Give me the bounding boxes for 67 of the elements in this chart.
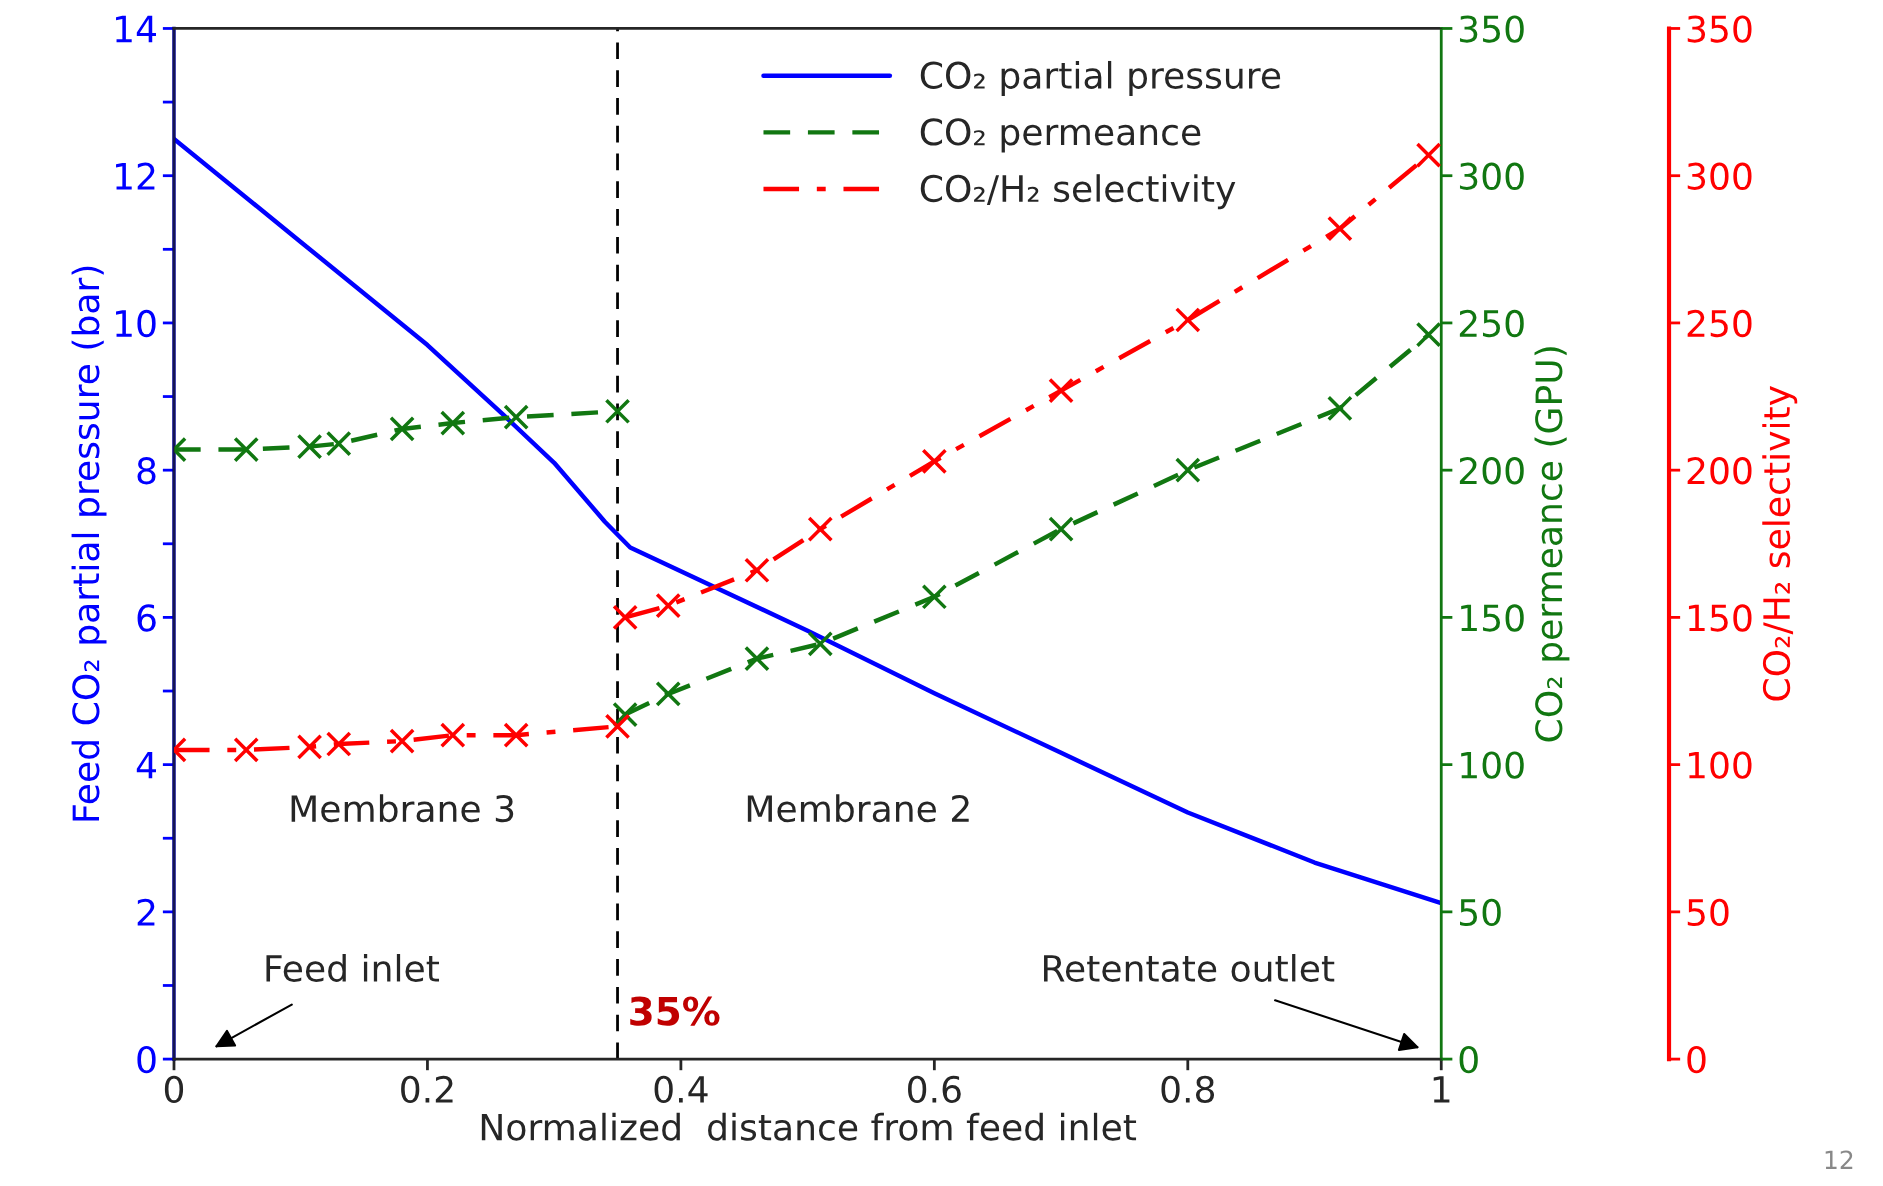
y3-tick-label: 250 bbox=[1687, 309, 1752, 338]
y3-tick-label: 150 bbox=[1688, 604, 1752, 632]
point bbox=[389, 416, 415, 442]
point bbox=[233, 737, 260, 763]
annotation: Feed inlet bbox=[266, 954, 440, 982]
point bbox=[612, 604, 638, 631]
point bbox=[1415, 321, 1442, 348]
x-tick-label: 0 bbox=[164, 1075, 184, 1104]
x-tick-label: 0.6 bbox=[908, 1075, 961, 1104]
point bbox=[389, 728, 415, 754]
y3-tick-label: 200 bbox=[1687, 457, 1752, 485]
x-axis-title: Normalized distance from feed inlet bbox=[481, 1112, 1137, 1141]
point bbox=[744, 557, 770, 584]
point bbox=[296, 734, 323, 760]
y-axis-title: Feed CO₂ partial pressure (bar) bbox=[71, 266, 107, 821]
annotation: Retentate outlet bbox=[1044, 954, 1335, 982]
point bbox=[503, 722, 529, 749]
y2-tick-label: 50 bbox=[1460, 898, 1501, 927]
legend-label: CO₂ permeance bbox=[920, 118, 1201, 153]
y2-tick-label: 0 bbox=[1459, 1046, 1478, 1074]
legend-label: CO₂ partial pressure bbox=[920, 60, 1281, 96]
x-tick-label: 0.4 bbox=[654, 1075, 708, 1104]
y3-tick-label: 300 bbox=[1687, 162, 1752, 190]
y2-axis-title: CO₂ permeance (GPU) bbox=[1534, 347, 1570, 742]
y-tick-label: 10 bbox=[116, 309, 156, 338]
y2-tick-label: 250 bbox=[1459, 309, 1524, 338]
point bbox=[655, 681, 682, 707]
ref-line-label: 35% bbox=[630, 996, 720, 1026]
y-tick-label: 14 bbox=[116, 15, 156, 43]
point bbox=[439, 410, 466, 436]
point bbox=[296, 433, 323, 460]
x-tick-label: 0.8 bbox=[1161, 1075, 1215, 1104]
point bbox=[604, 713, 631, 740]
y2-tick-label: 200 bbox=[1459, 457, 1524, 485]
y3-tick-label: 350 bbox=[1687, 15, 1752, 43]
point bbox=[655, 592, 682, 619]
y-tick-label: 12 bbox=[116, 162, 155, 190]
text: 12 bbox=[1825, 1150, 1853, 1169]
y-tick-label: 8 bbox=[137, 457, 156, 485]
point bbox=[1415, 142, 1442, 168]
y-tick-label: 4 bbox=[136, 752, 156, 779]
y2-tick-label: 300 bbox=[1459, 162, 1524, 190]
x-tick-label: 0.2 bbox=[401, 1075, 453, 1104]
y-tick-label: 0 bbox=[137, 1046, 156, 1074]
point bbox=[1174, 457, 1201, 484]
y2-tick-label: 100 bbox=[1461, 751, 1524, 779]
point bbox=[233, 436, 260, 463]
point bbox=[325, 731, 352, 757]
point bbox=[604, 398, 631, 425]
y2-tick-label: 150 bbox=[1461, 604, 1524, 632]
y3-tick-label: 100 bbox=[1688, 751, 1752, 779]
y3-tick-label: 50 bbox=[1687, 898, 1729, 927]
y2-tick-label: 350 bbox=[1459, 15, 1524, 43]
y-tick-label: 2 bbox=[137, 898, 155, 926]
point bbox=[439, 722, 466, 749]
legend-label: CO₂/H₂ selectivity bbox=[920, 174, 1236, 210]
y-tick-label: 6 bbox=[137, 604, 156, 632]
point bbox=[807, 631, 834, 657]
point bbox=[503, 404, 529, 431]
annotation: Membrane 2 bbox=[747, 794, 969, 823]
point bbox=[744, 645, 770, 672]
y3-tick-label: 0 bbox=[1687, 1046, 1706, 1074]
point bbox=[325, 430, 352, 457]
y3-axis-title: CO₂/H₂ selectivity bbox=[1762, 386, 1798, 701]
x-tick-label: 1 bbox=[1433, 1076, 1450, 1103]
annotation: Membrane 3 bbox=[291, 794, 514, 823]
point bbox=[1327, 395, 1353, 422]
